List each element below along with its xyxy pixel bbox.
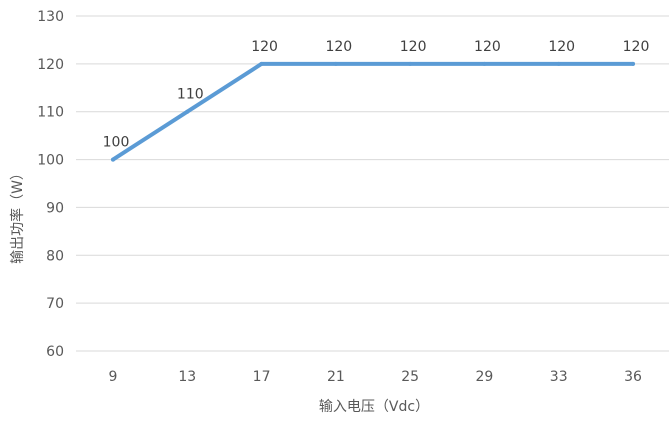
x-tick-label: 9: [109, 369, 118, 385]
data-label: 120: [474, 39, 501, 55]
data-labels: 100 110 120 120 120 120 120 120: [103, 39, 650, 151]
data-label: 120: [623, 39, 650, 55]
data-point: [259, 61, 264, 66]
y-axis-ticks: 60 70 80 90 100 110 120 130: [37, 9, 64, 360]
x-axis-title: 输入电压（Vdc）: [319, 399, 429, 415]
data-label: 110: [177, 87, 204, 103]
data-point: [408, 61, 413, 66]
y-tick-label: 130: [37, 9, 64, 25]
data-label: 120: [325, 39, 352, 55]
x-tick-label: 29: [476, 369, 494, 385]
gridlines: [76, 15, 669, 352]
y-tick-label: 70: [46, 296, 64, 312]
data-point: [482, 61, 487, 66]
x-tick-label: 13: [178, 369, 196, 385]
y-tick-label: 80: [46, 248, 64, 264]
x-tick-label: 33: [550, 369, 568, 385]
y-tick-label: 120: [37, 57, 64, 73]
data-point: [556, 61, 561, 66]
data-point: [111, 157, 115, 162]
x-tick-label: 17: [253, 369, 271, 385]
data-point: [333, 61, 338, 66]
x-tick-label: 36: [624, 369, 642, 385]
data-label: 120: [251, 39, 278, 55]
data-point: [185, 109, 190, 114]
data-label: 120: [548, 39, 575, 55]
series-lines: [111, 61, 635, 162]
y-tick-label: 60: [46, 344, 64, 360]
series-line: [111, 61, 635, 162]
y-tick-label: 90: [46, 200, 64, 216]
x-tick-label: 25: [401, 369, 419, 385]
y-tick-label: 100: [37, 153, 64, 169]
y-axis-title: 输出功率（W）: [9, 166, 26, 264]
x-tick-label: 21: [327, 369, 345, 385]
data-label: 100: [103, 135, 130, 151]
x-axis-ticks: 9 13 17 21 25 29 33 36: [109, 369, 642, 385]
data-label: 120: [400, 39, 427, 55]
data-point: [631, 61, 635, 66]
y-tick-label: 110: [37, 105, 64, 121]
